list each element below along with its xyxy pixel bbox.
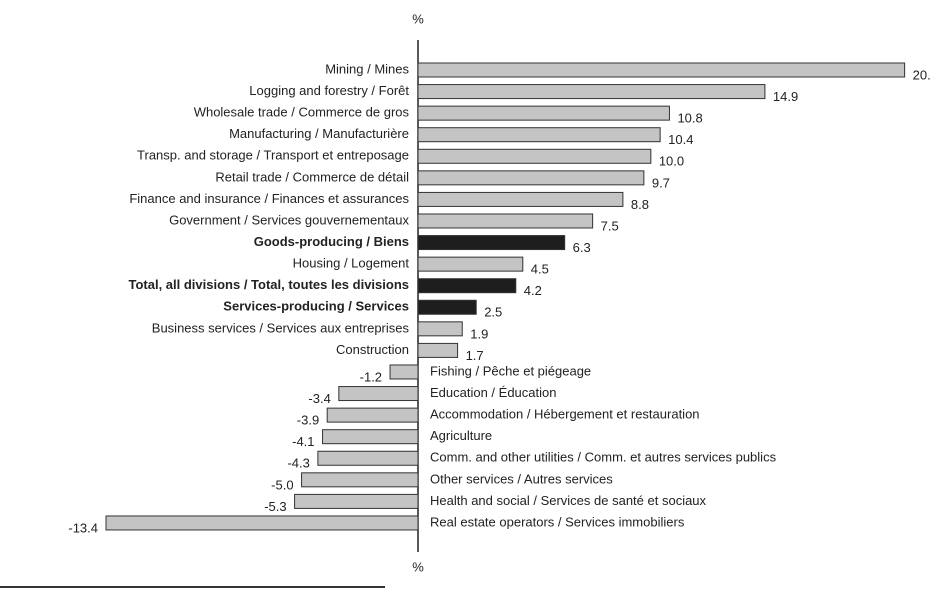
bar [389,364,419,380]
value-label: 10.0 [659,154,684,169]
category-label: Services-producing / Services [223,299,409,314]
value-label: 20.9 [913,67,931,82]
value-label: 10.4 [668,132,693,147]
value-label: 9.7 [652,175,670,190]
bar [417,256,524,272]
category-label: Other services / Autres services [430,471,613,486]
bar [417,170,645,186]
value-label: -5.0 [271,477,293,492]
value-label: -4.3 [287,456,309,471]
value-label: 2.5 [484,305,502,320]
bar [417,235,566,251]
value-label: -3.4 [308,391,330,406]
bar [317,450,419,466]
value-label: 4.5 [531,262,549,277]
category-label: Accommodation / Hébergement et restaurat… [430,407,700,422]
bar [417,148,652,164]
value-label: 1.7 [466,348,484,363]
category-label: Housing / Logement [293,256,410,271]
bar [105,515,419,531]
value-label: -5.3 [264,499,286,514]
category-label: Comm. and other utilities / Comm. et aut… [430,450,777,465]
value-label: -1.2 [360,369,382,384]
category-label: Real estate operators / Services immobil… [430,514,685,529]
category-label: Business services / Services aux entrepr… [152,320,410,335]
category-label: Wholesale trade / Commerce de gros [194,105,410,120]
bar [417,127,661,143]
bar [417,321,463,337]
value-label: 10.8 [677,111,702,126]
bar [294,493,419,509]
category-label: Fishing / Pêche et piégeage [430,363,591,378]
category-label: Mining / Mines [325,61,409,76]
category-label: Total, all divisions / Total, toutes les… [128,277,409,292]
value-label: 8.8 [631,197,649,212]
value-label: -13.4 [68,520,98,535]
category-label: Logging and forestry / Forêt [249,83,409,98]
bar [417,299,477,315]
category-label: Finance and insurance / Finances et assu… [129,191,409,206]
category-label: Government / Services gouvernementaux [169,212,409,227]
value-label: 7.5 [601,218,619,233]
category-label: Construction [336,342,409,357]
bar [417,342,459,358]
value-label: -4.1 [292,434,314,449]
category-label: Goods-producing / Biens [254,234,409,249]
bar [417,191,624,207]
bottom-unit: % [412,559,424,574]
category-label: Transp. and storage / Transport et entre… [137,148,409,163]
bar [326,407,419,423]
value-label: 14.9 [773,89,798,104]
bar [417,62,906,78]
bar [301,472,419,488]
category-label: Retail trade / Commerce de détail [215,169,409,184]
category-label: Manufacturing / Manufacturière [229,126,409,141]
bar [322,429,419,445]
value-label: 6.3 [573,240,591,255]
bar [417,84,766,100]
category-label: Education / Éducation [430,385,556,400]
bar [417,213,594,229]
bar [417,278,517,294]
top-unit: % [412,11,424,26]
bar [338,386,419,402]
bar [417,105,670,121]
category-label: Health and social / Services de santé et… [430,493,707,508]
value-label: 4.2 [524,283,542,298]
value-label: 1.9 [470,326,488,341]
value-label: -3.9 [297,413,319,428]
category-label: Agriculture [430,428,492,443]
